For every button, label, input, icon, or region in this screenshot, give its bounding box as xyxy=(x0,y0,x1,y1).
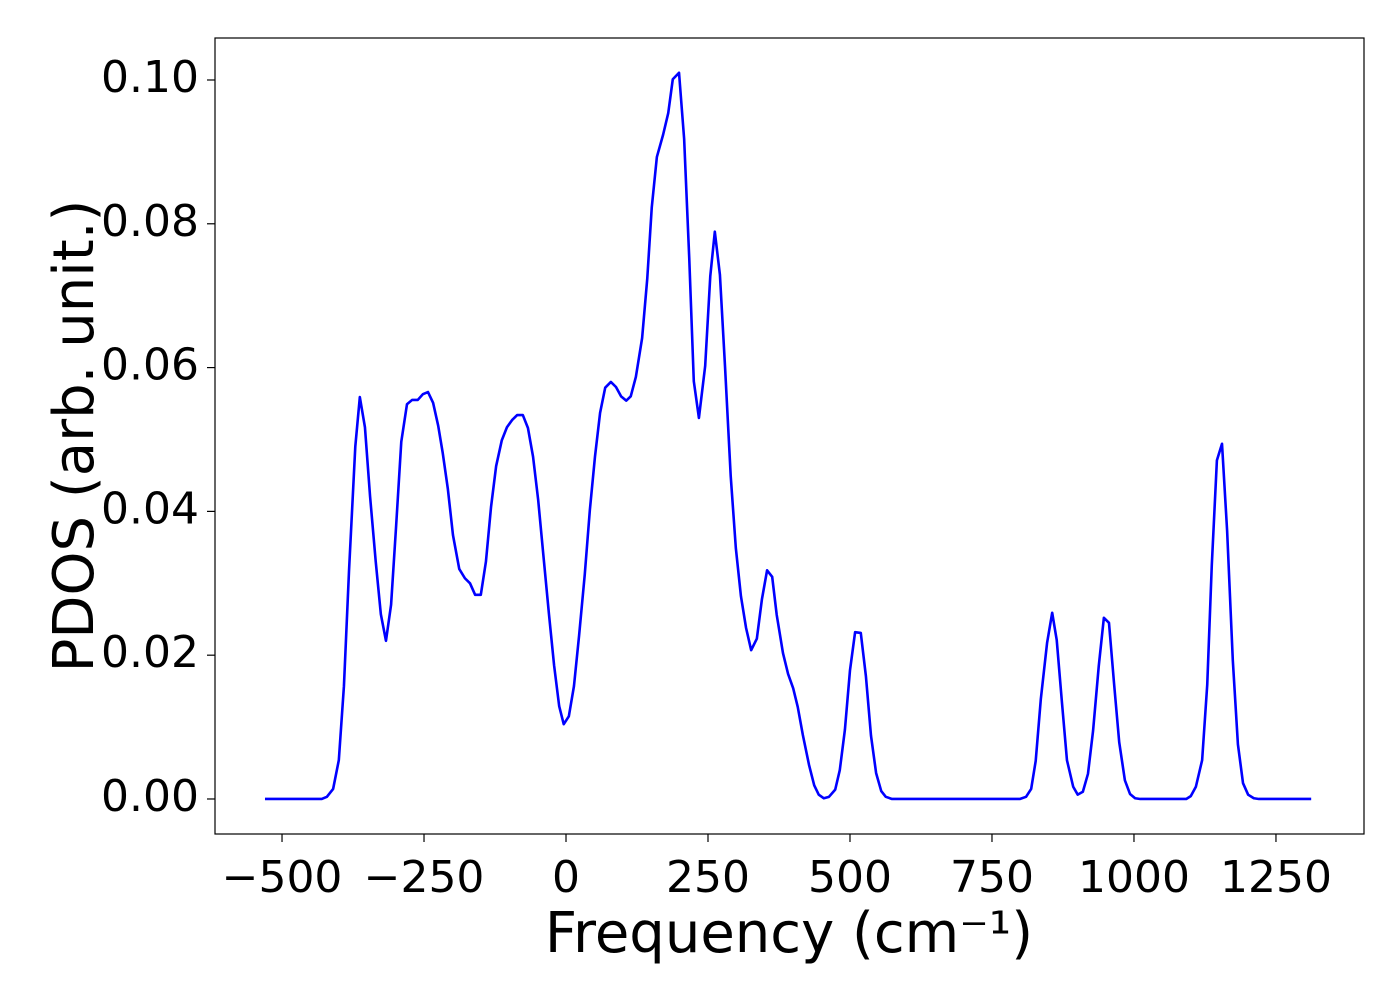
y-tick-label: 0.08 xyxy=(101,196,199,247)
x-tick-label: 750 xyxy=(950,852,1034,903)
x-tick-label: 500 xyxy=(808,852,892,903)
data-line xyxy=(264,71,1312,801)
y-tick-label: 0.10 xyxy=(101,52,199,103)
y-tick-label: 0.02 xyxy=(101,627,199,678)
x-tick-label: 1000 xyxy=(1078,852,1190,903)
x-tick-label: 0 xyxy=(552,852,580,903)
y-tick-label: 0.00 xyxy=(101,771,199,822)
x-tick-label: −250 xyxy=(364,852,485,903)
plot-frame xyxy=(214,37,1365,835)
x-tick-label: 250 xyxy=(666,852,750,903)
x-axis-label: Frequency (cm⁻¹) xyxy=(545,901,1033,966)
y-tick-label: 0.06 xyxy=(101,340,199,391)
y-tick-label: 0.04 xyxy=(101,483,199,534)
y-axis-label: PDOS (arb. unit.) xyxy=(42,200,107,673)
x-tick-label: 1250 xyxy=(1220,852,1332,903)
x-tick-label: −500 xyxy=(222,852,343,903)
